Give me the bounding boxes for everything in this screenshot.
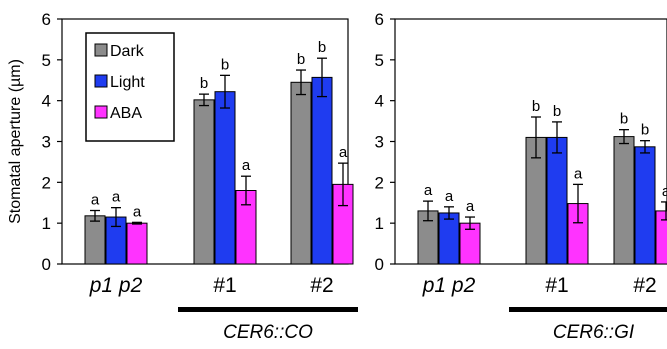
chart-panel-1 [57,18,358,312]
y-tick-label: 2 [42,173,51,192]
y-tick-label: 1 [42,214,51,233]
significance-label: a [574,165,583,182]
y-tick-label: 2 [375,173,384,192]
legend-entry: ABA [110,105,142,122]
y-tick-label: 0 [375,255,384,274]
bar [290,81,312,265]
y-tick-label: 3 [42,133,51,152]
bar [546,136,568,265]
legend-entry: Light [110,74,145,91]
category-label: #1 [213,274,236,297]
significance-label: a [466,198,475,215]
y-tick-label: 1 [375,214,384,233]
significance-label: b [641,122,649,139]
significance-label: b [318,39,326,56]
significance-label: b [221,56,229,73]
bar [126,222,148,265]
y-tick-label: 6 [42,10,51,29]
significance-label: b [200,75,208,92]
significance-label: a [445,188,454,205]
significance-label: a [112,189,121,206]
group-underline [509,307,667,312]
y-tick-label: 5 [42,51,51,70]
y-tick-label: 4 [42,92,51,111]
bar [438,212,460,265]
bar [613,136,635,265]
group-underline [178,307,358,312]
significance-label: a [91,192,100,209]
legend-swatch [94,43,108,57]
significance-label: a [133,203,142,220]
y-tick-label: 3 [375,133,384,152]
category-label: p1 p2 [422,274,476,297]
group-label: CER6::CO [223,322,313,343]
bar [193,99,215,265]
category-label: #2 [310,274,333,297]
legend-swatch [94,105,108,119]
y-axis-label: Stomatal aperture (µm) [7,59,24,224]
significance-label: a [424,182,433,199]
legend-entry: Dark [110,43,145,60]
bar [311,76,333,265]
y-tick-label: 5 [375,51,384,70]
significance-label: b [297,51,305,68]
category-label: #1 [545,274,568,297]
significance-label: a [242,157,251,174]
group-label: CER6::GI [553,322,635,343]
bar [634,146,656,265]
y-tick-label: 6 [375,10,384,29]
significance-label: b [553,103,561,120]
significance-label: a [662,183,667,200]
legend-swatch [94,74,108,88]
bar [214,91,236,265]
significance-label: b [620,111,628,128]
bar [84,215,106,265]
category-label: #2 [633,274,656,297]
category-label: p1 p2 [89,274,143,297]
y-tick-label: 0 [42,255,51,274]
chart-panel-2 [390,18,667,312]
legend [85,32,175,142]
significance-label: b [532,98,540,115]
significance-label: a [339,144,348,161]
y-tick-label: 4 [375,92,384,111]
